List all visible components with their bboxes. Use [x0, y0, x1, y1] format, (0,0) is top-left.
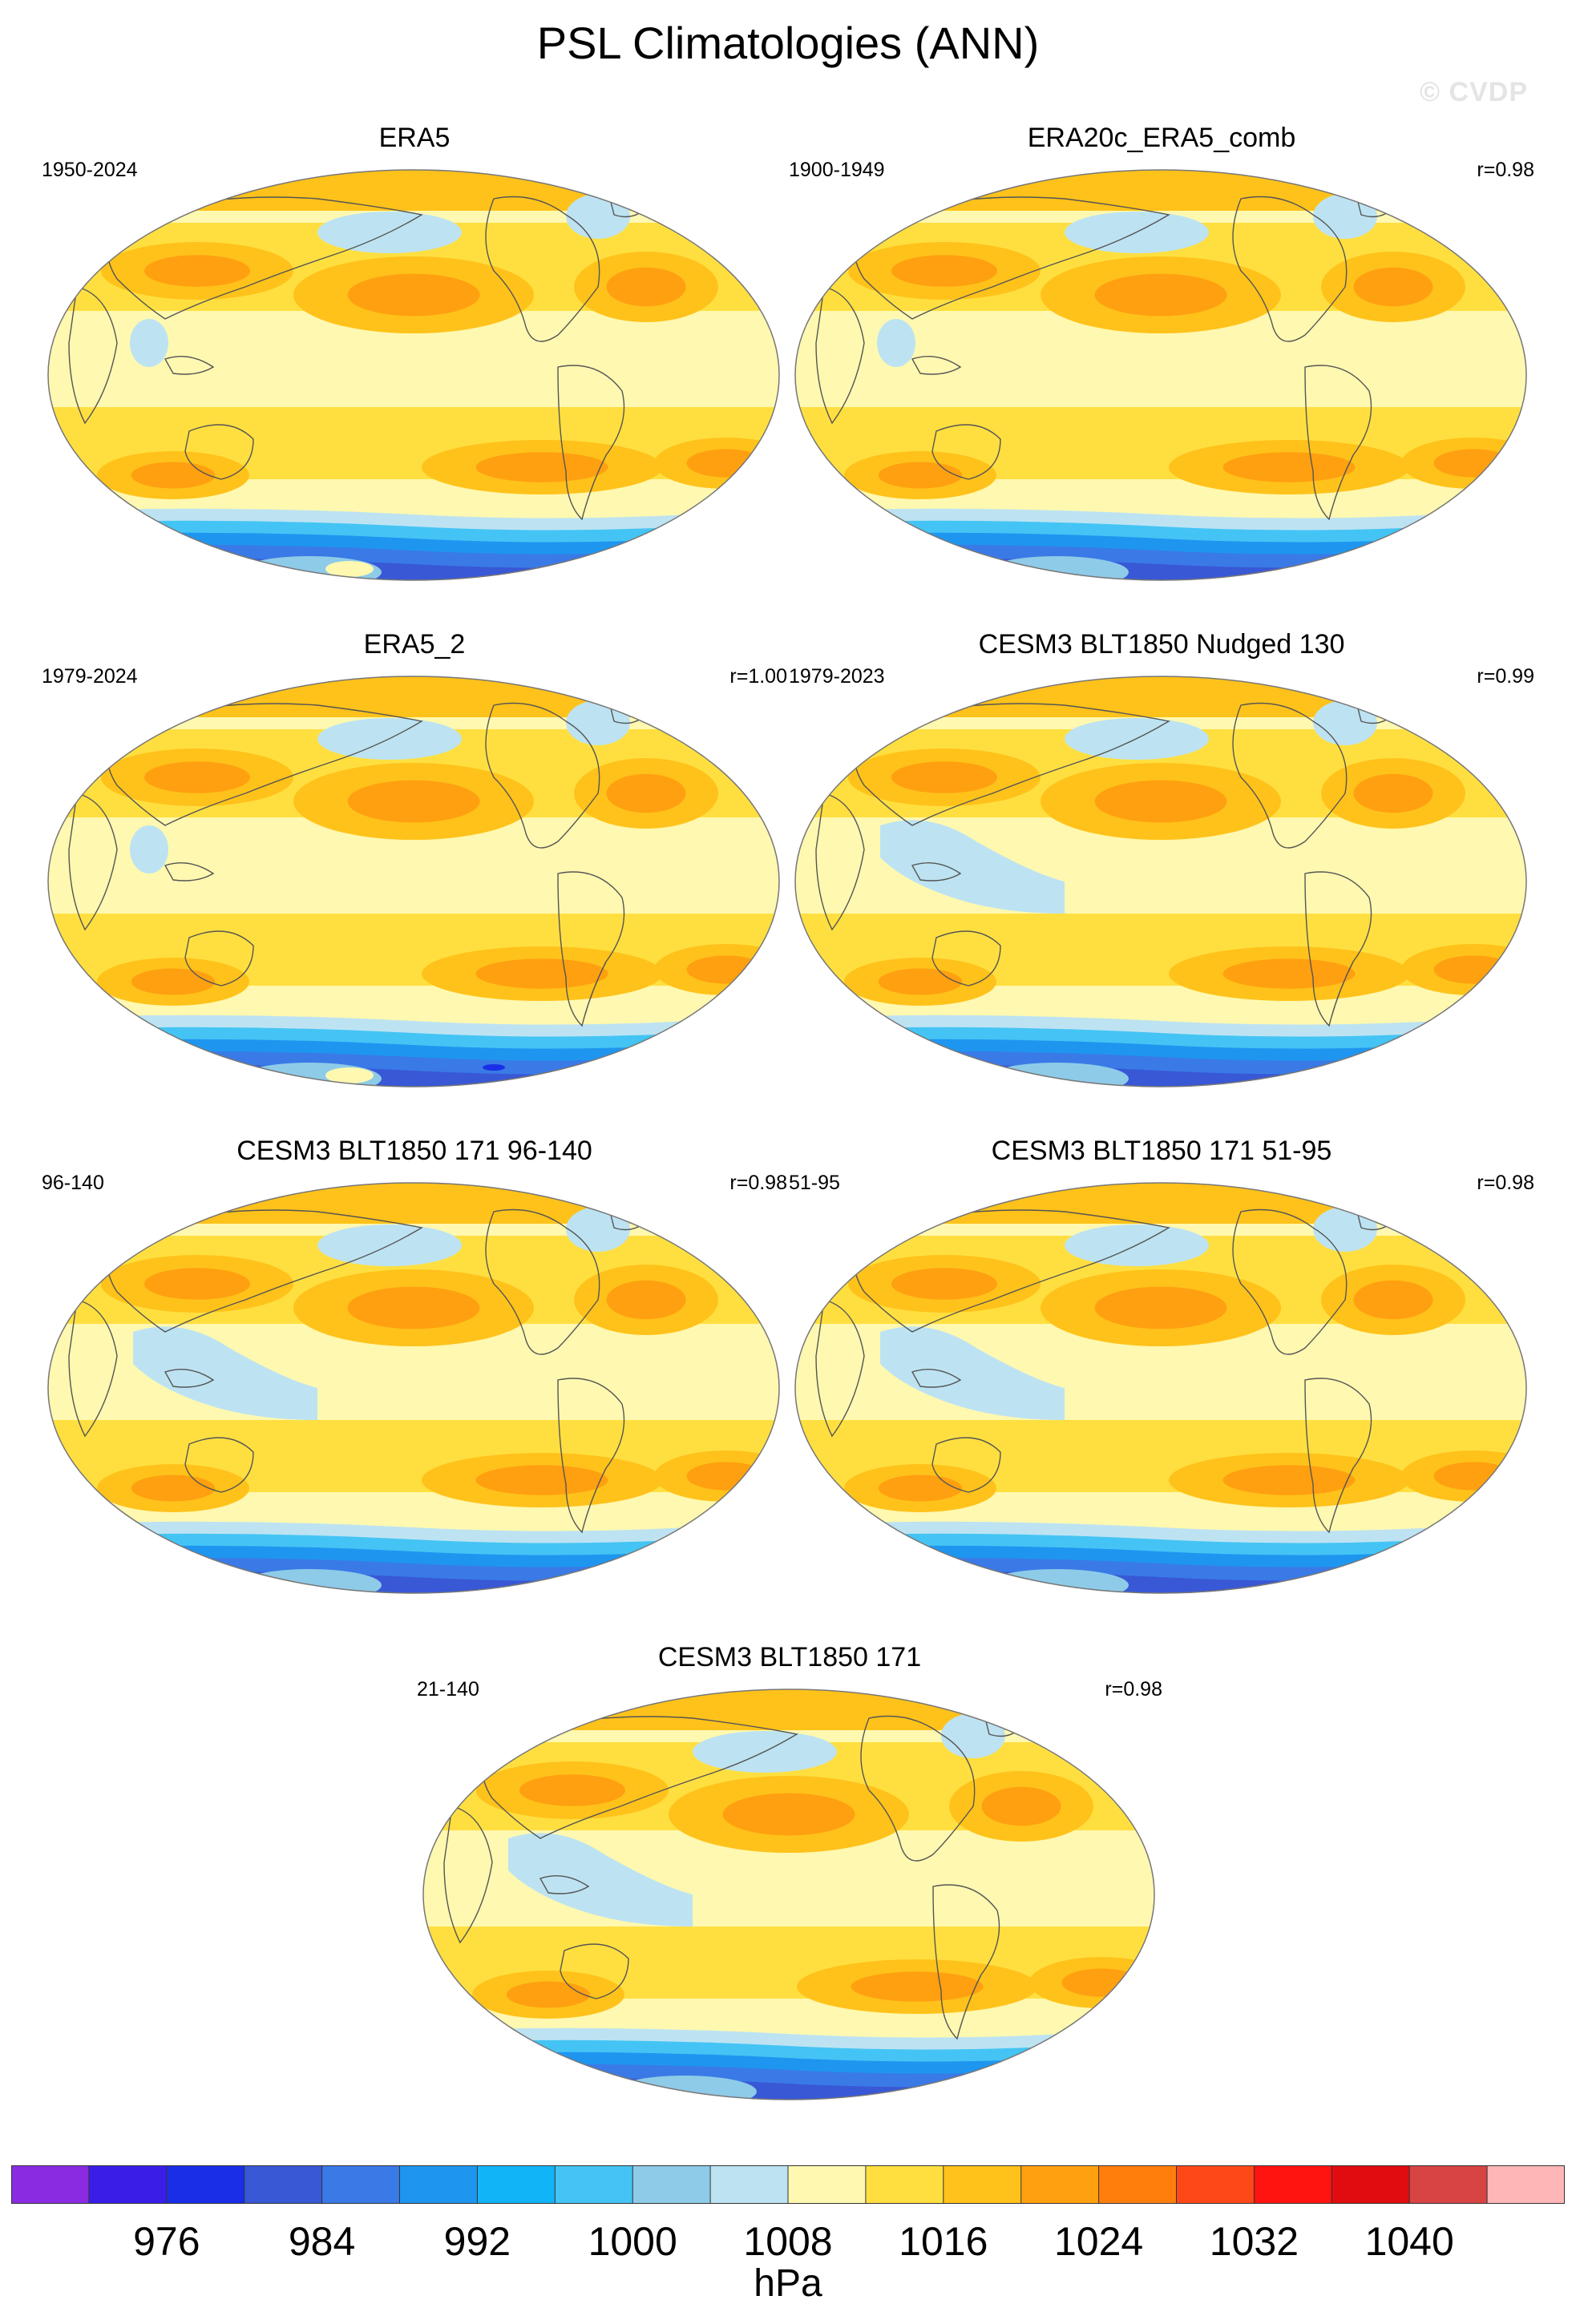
colorbar-segment: [632, 2165, 711, 2204]
colorbar-units: hPa: [754, 2262, 822, 2305]
robinson-map: [794, 1182, 1527, 1594]
map-panel: ERA5 1950-2024: [42, 122, 787, 627]
map-panel: ERA20c_ERA5_comb 1900-1949 r=0.98: [789, 122, 1534, 627]
colorbar-segment: [166, 2165, 245, 2204]
colorbar-segment: [1254, 2165, 1332, 2204]
colorbar-segment: [477, 2165, 556, 2204]
psl-field: [48, 170, 779, 580]
colorbar-segment: [710, 2165, 789, 2204]
colorbar-segment: [1020, 2165, 1100, 2204]
panel-period: 1979-2024: [42, 665, 138, 688]
colorbar-segment: [399, 2165, 478, 2204]
colorbar-tick-label: 1032: [1209, 2219, 1299, 2264]
panel-title: CESM3 BLT1850 171 96-140: [236, 1136, 592, 1166]
panel-title: ERA5_2: [363, 629, 466, 660]
panel-period: 96-140: [42, 1172, 104, 1194]
colorbar-tick-label: 1000: [588, 2219, 677, 2264]
colorbar-segment: [555, 2165, 633, 2204]
robinson-map: [47, 1182, 780, 1594]
panel-title: ERA20c_ERA5_comb: [1027, 123, 1296, 153]
map-panel: CESM3 BLT1850 Nudged 130 1979-2023 r=0.99: [789, 628, 1534, 1133]
colorbar-tick-label: 992: [443, 2219, 511, 2264]
colorbar-tick-label: 1040: [1364, 2219, 1454, 2264]
colorbar-segment: [865, 2165, 944, 2204]
panel-period: 1900-1949: [789, 159, 885, 181]
panel-correlation: r=0.98: [1105, 1678, 1162, 1701]
main-title: PSL Climatologies (ANN): [536, 18, 1040, 68]
colorbar-segment: [11, 2165, 90, 2204]
panel-title: ERA5: [378, 123, 451, 153]
colorbar-tick-label: 976: [133, 2219, 200, 2264]
panel-title: CESM3 BLT1850 Nudged 130: [978, 629, 1345, 660]
map-panel: ERA5_2 1979-2024 r=1.00: [42, 628, 787, 1133]
robinson-map: [794, 676, 1527, 1087]
colorbar-tick-label: 984: [288, 2219, 356, 2264]
colorbar-tick-label: 1024: [1053, 2219, 1144, 2264]
panel-period: 1979-2023: [789, 665, 885, 688]
colorbar-segment: [88, 2165, 168, 2204]
robinson-map: [794, 169, 1527, 581]
panel-period: 51-95: [789, 1172, 840, 1194]
colorbar-tick-label: 1008: [743, 2219, 833, 2264]
colorbar-tick-label: 1016: [899, 2219, 988, 2264]
robinson-map: [422, 1689, 1155, 2100]
colorbar-segment: [1332, 2165, 1410, 2204]
panel-correlation: r=0.98: [1477, 159, 1534, 181]
map-panel: CESM3 BLT1850 171 51-95 51-95 r=0.98: [789, 1135, 1534, 1640]
colorbar-segment: [1176, 2165, 1255, 2204]
robinson-map: [47, 676, 780, 1087]
panel-correlation: r=1.00: [729, 665, 787, 688]
panel-title: CESM3 BLT1850 171: [657, 1642, 922, 1672]
cvdp-watermark: © CVDP: [1420, 77, 1528, 107]
panel-period: 21-140: [417, 1678, 479, 1701]
panel-correlation: r=0.99: [1477, 665, 1534, 688]
robinson-map: [47, 169, 780, 581]
colorbar-segment: [244, 2165, 323, 2204]
colorbar-segment: [788, 2165, 867, 2204]
colorbar-segment: [1098, 2165, 1177, 2204]
colorbar-segment: [1487, 2165, 1565, 2204]
panel-period: 1950-2024: [42, 159, 138, 181]
colorbar-segment: [943, 2165, 1022, 2204]
panel-title: CESM3 BLT1850 171 51-95: [991, 1136, 1332, 1166]
panel-correlation: r=0.98: [729, 1172, 787, 1194]
colorbar-segment: [1409, 2165, 1488, 2204]
colorbar-segment: [321, 2165, 400, 2204]
panel-correlation: r=0.98: [1477, 1172, 1534, 1194]
map-panel: CESM3 BLT1850 171 21-140 r=0.98: [417, 1641, 1162, 2146]
map-panel: CESM3 BLT1850 171 96-140 96-140 r=0.98: [42, 1135, 787, 1640]
colorbar: [11, 2165, 1565, 2204]
